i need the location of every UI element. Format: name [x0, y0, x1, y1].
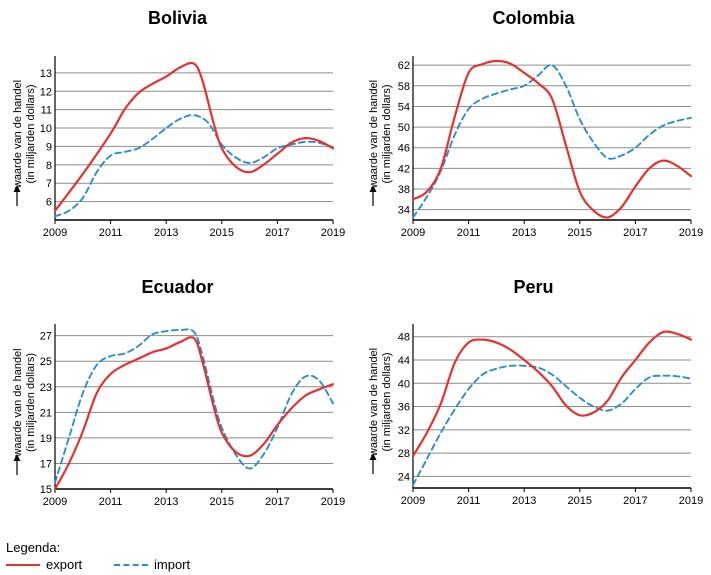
legend-item-import: import — [114, 557, 190, 572]
y-axis-sublabel: (in miljarden dollars) — [25, 353, 37, 452]
x-tick-label: 2017 — [623, 495, 647, 507]
y-tick-label: 38 — [398, 184, 410, 196]
x-tick-label: 2011 — [457, 227, 481, 239]
x-tick-label: 2015 — [568, 495, 592, 507]
x-tick-label: 2009 — [43, 496, 67, 508]
y-axis-label: waarde van de handel — [368, 80, 380, 189]
x-tick-label: 2019 — [679, 495, 703, 507]
legend-export-label: export — [46, 557, 83, 572]
x-tick-label: 2015 — [568, 227, 592, 239]
x-tick-label: 2017 — [623, 227, 647, 239]
y-tick-label: 28 — [398, 448, 410, 460]
y-tick-label: 62 — [398, 60, 410, 72]
y-tick-label: 10 — [40, 123, 52, 135]
y-tick-label: 19 — [40, 433, 52, 445]
y-tick-label: 54 — [398, 101, 410, 113]
x-tick-label: 2013 — [512, 227, 536, 239]
y-tick-label: 25 — [40, 356, 52, 368]
chart-svg: 6 7 8 9 10 11 12 13 2009 2011 2013 2015 2017 2019 waar… — [12, 56, 345, 239]
x-tick-label: 2015 — [210, 227, 234, 239]
legend-item-export: export — [6, 557, 82, 572]
chart-svg: 15 17 19 21 23 25 27 2009 2011 2013 2015 2017 2019 wa… — [12, 324, 345, 508]
x-tick-label: 2009 — [401, 495, 425, 507]
y-axis-sublabel: (in miljarden dollars) — [381, 352, 393, 451]
y-tick-label: 44 — [398, 355, 410, 367]
y-axis-arrowhead — [13, 185, 21, 192]
x-tick-label: 2017 — [265, 496, 289, 508]
y-axis-sublabel: (in miljarden dollars) — [25, 84, 37, 183]
y-tick-label: 8 — [46, 160, 52, 172]
y-tick-label: 34 — [398, 205, 410, 217]
x-tick-label: 2013 — [154, 496, 178, 508]
x-tick-label: 2019 — [321, 227, 345, 239]
y-tick-label: 15 — [40, 484, 52, 496]
y-tick-label: 40 — [398, 378, 410, 390]
import-line — [54, 114, 334, 218]
export-line — [411, 59, 693, 219]
import-line — [54, 328, 334, 484]
chart-title: Colombia — [492, 8, 575, 28]
y-tick-label: 58 — [398, 81, 410, 93]
chart-panel-peru: Peru 24 28 32 36 40 44 48 2009 2011 2013 2015 2017 2… — [356, 268, 711, 540]
y-tick-label: 42 — [398, 163, 410, 175]
y-tick-label: 17 — [40, 458, 52, 470]
y-tick-label: 9 — [46, 141, 52, 153]
legend-import-label: import — [154, 557, 191, 572]
y-tick-label: 27 — [40, 331, 52, 343]
x-tick-label: 2009 — [43, 227, 67, 239]
y-tick-label: 50 — [398, 122, 410, 134]
y-axis-label: waarde van de handel — [368, 348, 380, 457]
chart-panel-ecuador: Ecuador 15 17 19 21 23 25 27 2009 2011 2013 2015 20… — [0, 268, 355, 540]
chart-panel-bolivia: Bolivia 6 7 8 9 10 11 12 13 2009 2011 2013 2015 2017… — [0, 0, 355, 268]
y-axis-label: waarde van de handel — [12, 348, 24, 457]
chart-title: Peru — [513, 277, 554, 297]
chart-title: Bolivia — [147, 8, 208, 28]
y-tick-label: 23 — [40, 382, 52, 394]
y-axis-arrowhead — [13, 454, 21, 461]
y-tick-label: 21 — [40, 407, 52, 419]
x-tick-label: 2009 — [401, 227, 425, 239]
import-line-swatch — [114, 563, 148, 566]
chart-svg: 24 28 32 36 40 44 48 2009 2011 2013 2015 2017 2019 wa… — [368, 324, 703, 507]
y-axis-sublabel: (in miljarden dollars) — [381, 84, 393, 183]
y-axis-arrowhead — [369, 453, 377, 460]
export-line — [411, 330, 693, 458]
x-tick-label: 2019 — [679, 227, 703, 239]
y-tick-label: 7 — [46, 178, 52, 190]
legend-title: Legenda: — [6, 540, 61, 555]
export-line-swatch — [6, 563, 40, 566]
x-tick-label: 2011 — [99, 227, 123, 239]
export-line — [53, 61, 335, 212]
y-tick-label: 36 — [398, 402, 410, 414]
y-tick-label: 46 — [398, 143, 410, 155]
y-tick-label: 13 — [40, 68, 52, 80]
chart-panel-colombia: Colombia 34 38 42 46 50 54 58 62 2009 2011 2013 201… — [356, 0, 711, 268]
x-tick-label: 2013 — [154, 227, 178, 239]
import-line — [412, 364, 692, 487]
y-tick-label: 11 — [41, 105, 52, 117]
y-axis-arrowhead — [369, 185, 377, 192]
export-line — [53, 336, 335, 491]
import-line — [412, 64, 692, 219]
y-tick-label: 6 — [46, 197, 52, 209]
chart-svg: 34 38 42 46 50 54 58 62 2009 2011 2013 2015 2017 2019… — [368, 56, 703, 239]
x-tick-label: 2019 — [321, 496, 345, 508]
chart-title: Ecuador — [141, 277, 214, 297]
y-tick-label: 32 — [398, 425, 410, 437]
x-tick-label: 2015 — [210, 496, 234, 508]
y-axis-label: waarde van de handel — [12, 80, 24, 189]
x-tick-label: 2011 — [457, 495, 481, 507]
y-tick-label: 24 — [398, 471, 410, 483]
x-tick-label: 2013 — [512, 495, 536, 507]
x-tick-label: 2017 — [265, 227, 289, 239]
x-tick-label: 2011 — [99, 496, 123, 508]
y-tick-label: 12 — [40, 86, 52, 98]
y-tick-label: 48 — [398, 332, 410, 344]
